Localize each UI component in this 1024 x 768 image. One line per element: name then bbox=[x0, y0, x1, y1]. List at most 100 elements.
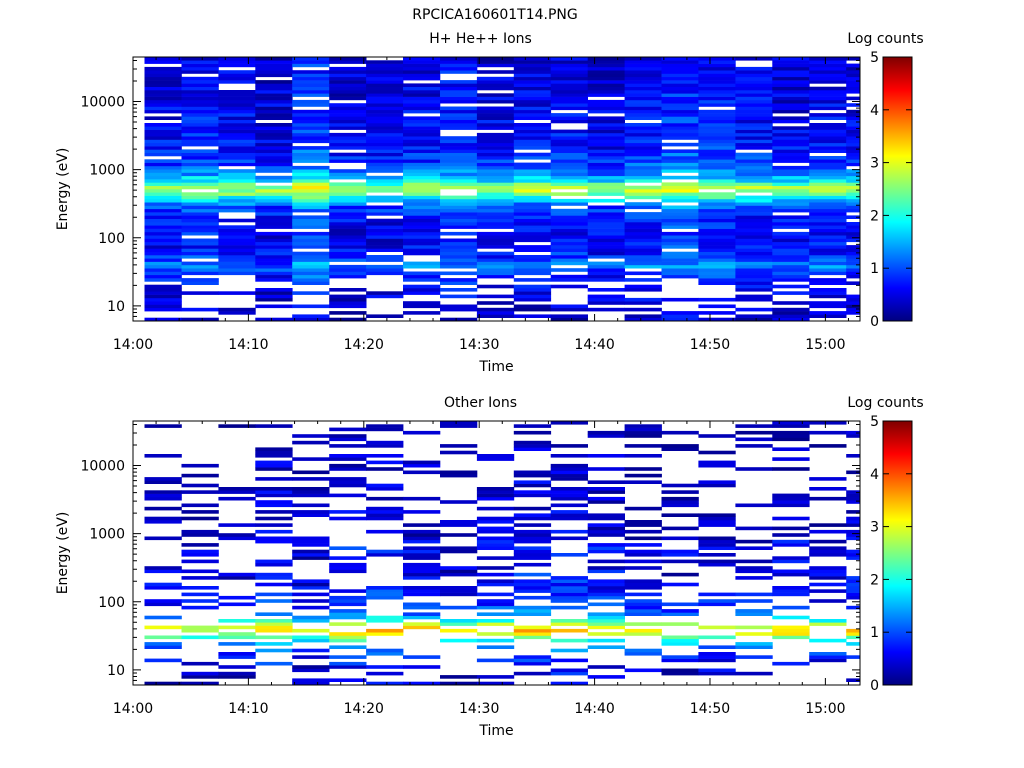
heatmap-cell bbox=[846, 57, 861, 61]
heatmap-cell bbox=[144, 602, 182, 607]
heatmap-cell bbox=[809, 566, 847, 570]
heatmap-cell bbox=[809, 314, 847, 318]
heatmap-cell bbox=[366, 589, 404, 593]
heatmap-cell bbox=[292, 582, 330, 587]
heatmap-cell bbox=[550, 185, 588, 190]
heatmap-cell bbox=[218, 146, 256, 150]
heatmap-cell bbox=[366, 142, 404, 147]
heatmap-cell bbox=[587, 185, 625, 190]
heatmap-cell bbox=[809, 546, 847, 550]
heatmap-cell bbox=[292, 231, 330, 236]
heatmap-cell bbox=[624, 129, 662, 134]
heatmap-cell bbox=[587, 162, 625, 167]
heatmap-cell bbox=[366, 632, 404, 636]
heatmap-cell bbox=[513, 162, 552, 167]
heatmap-cell bbox=[144, 536, 182, 541]
heatmap-cell bbox=[624, 165, 662, 170]
heatmap-cell bbox=[587, 622, 625, 626]
heatmap-cell bbox=[181, 516, 219, 521]
heatmap-cell bbox=[624, 454, 662, 458]
heatmap-cell bbox=[366, 619, 404, 623]
heatmap-cell bbox=[292, 556, 330, 560]
heatmap-cell bbox=[144, 212, 182, 216]
heatmap-cell bbox=[440, 546, 478, 550]
heatmap-cell bbox=[513, 208, 552, 213]
heatmap-cell bbox=[144, 248, 182, 252]
heatmap-cell bbox=[329, 566, 367, 570]
heatmap-cell bbox=[587, 665, 625, 669]
heatmap-cell bbox=[513, 169, 552, 173]
heatmap-cell bbox=[513, 126, 552, 130]
heatmap-cell bbox=[181, 661, 219, 666]
heatmap-cell bbox=[292, 628, 330, 633]
heatmap-cell bbox=[587, 248, 625, 252]
heatmap-cell bbox=[587, 586, 625, 590]
heatmap-cell bbox=[218, 675, 256, 679]
heatmap-cell bbox=[476, 556, 515, 560]
heatmap-cell bbox=[587, 261, 625, 266]
heatmap-cell bbox=[735, 241, 773, 246]
heatmap-cell bbox=[587, 165, 625, 170]
heatmap-cell bbox=[403, 245, 441, 249]
heatmap-cell bbox=[772, 175, 810, 180]
heatmap-cell bbox=[624, 307, 662, 312]
heatmap-cell bbox=[735, 430, 773, 435]
heatmap-cell bbox=[513, 264, 552, 269]
heatmap-cell bbox=[587, 60, 625, 64]
heatmap-cell bbox=[698, 255, 736, 259]
heatmap-cell bbox=[661, 582, 699, 587]
heatmap-cell bbox=[403, 179, 441, 183]
heatmap-cell bbox=[513, 123, 552, 127]
heatmap-cell bbox=[144, 162, 182, 167]
heatmap-cell bbox=[476, 202, 515, 206]
heatmap-cell bbox=[550, 132, 588, 137]
heatmap-cell bbox=[513, 314, 552, 318]
heatmap-cell bbox=[513, 76, 552, 81]
x-tick-label: 15:00 bbox=[805, 337, 845, 353]
heatmap-cell bbox=[329, 612, 367, 616]
heatmap-cell bbox=[144, 195, 182, 200]
heatmap-cell bbox=[403, 225, 441, 229]
heatmap-cell bbox=[292, 70, 330, 74]
heatmap-cell bbox=[513, 595, 552, 600]
heatmap-cell bbox=[513, 553, 552, 557]
heatmap-cell bbox=[846, 307, 861, 312]
heatmap-cell bbox=[624, 559, 662, 564]
heatmap-cell bbox=[218, 103, 256, 107]
heatmap-cell bbox=[403, 165, 441, 170]
heatmap-cell bbox=[440, 638, 478, 643]
heatmap-cell bbox=[292, 175, 330, 180]
heatmap-cell bbox=[698, 179, 736, 183]
heatmap-cell bbox=[255, 192, 293, 196]
heatmap-cell bbox=[255, 57, 293, 61]
heatmap-cell bbox=[403, 235, 441, 239]
heatmap-cell bbox=[550, 261, 588, 266]
heatmap-cell bbox=[661, 635, 699, 640]
heatmap-cell bbox=[403, 215, 441, 219]
heatmap-cell bbox=[809, 582, 847, 587]
heatmap-cell bbox=[735, 175, 773, 180]
heatmap-cell bbox=[587, 169, 625, 173]
heatmap-cell bbox=[587, 73, 625, 78]
heatmap-cell bbox=[513, 632, 552, 636]
heatmap-cell bbox=[698, 228, 736, 233]
heatmap-cell bbox=[292, 152, 330, 157]
heatmap-cell bbox=[218, 106, 256, 111]
heatmap-cell bbox=[181, 268, 219, 272]
heatmap-cell bbox=[661, 671, 699, 676]
heatmap-cell bbox=[809, 278, 847, 282]
heatmap-cell bbox=[366, 506, 404, 511]
heatmap-cell bbox=[735, 424, 773, 428]
heatmap-cell bbox=[181, 483, 219, 488]
heatmap-cell bbox=[144, 454, 182, 458]
heatmap-cell bbox=[661, 245, 699, 249]
heatmap-cell bbox=[366, 212, 404, 216]
heatmap-cell bbox=[661, 205, 699, 210]
heatmap-cell bbox=[292, 182, 330, 186]
heatmap-cell bbox=[329, 225, 367, 229]
heatmap-cell bbox=[292, 487, 330, 491]
heatmap-cell bbox=[366, 90, 404, 94]
heatmap-cell bbox=[772, 434, 810, 438]
heatmap-cell bbox=[513, 235, 552, 239]
colorbar-tick-label: 2 bbox=[870, 208, 879, 224]
